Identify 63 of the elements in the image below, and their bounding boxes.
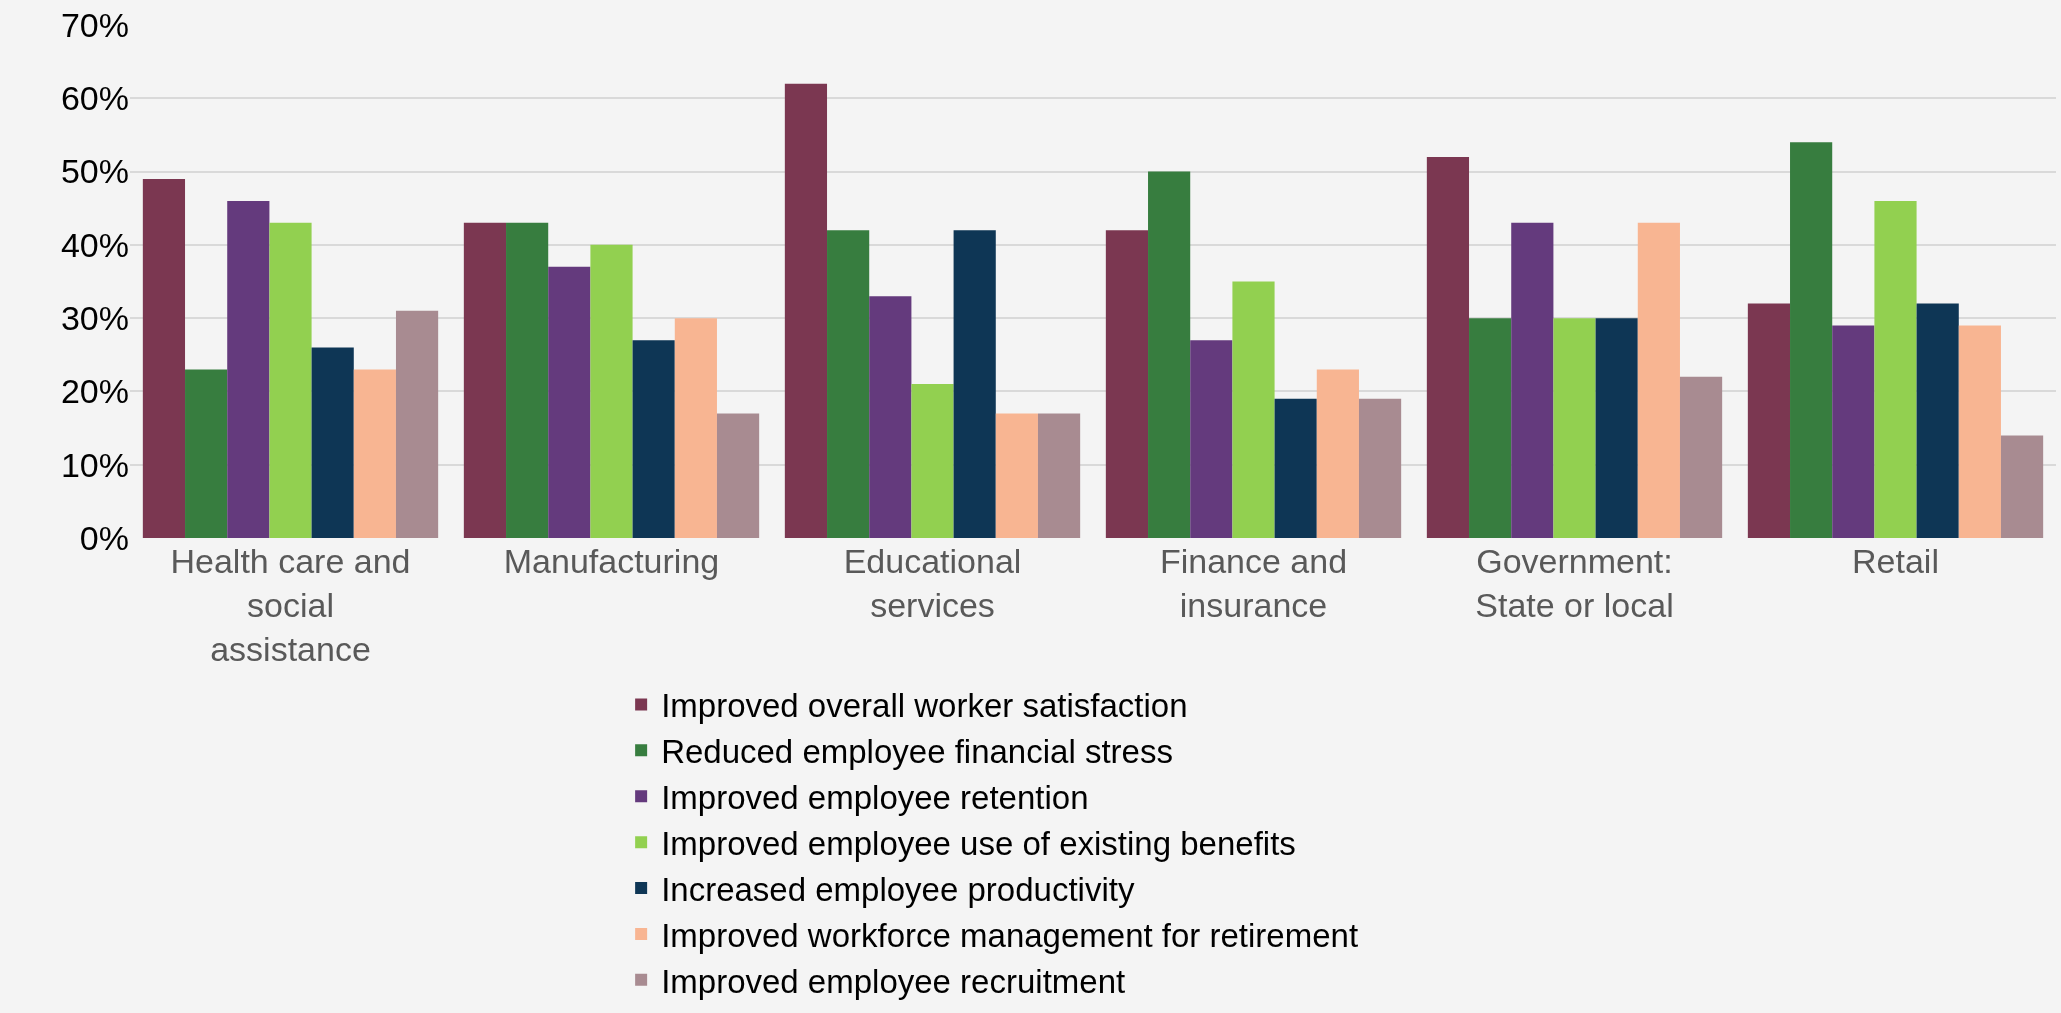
bar	[311, 347, 354, 538]
bar	[506, 222, 549, 538]
legend-label: Improved workforce management for retirement	[661, 916, 1359, 954]
bar	[911, 384, 954, 538]
bar	[227, 200, 270, 538]
bar	[548, 266, 591, 538]
bar	[674, 318, 717, 538]
y-tick-label: 50%	[60, 152, 129, 191]
bar	[1148, 171, 1191, 538]
bar	[1595, 318, 1638, 538]
bar	[1190, 340, 1233, 538]
bar	[632, 340, 675, 538]
bar	[1426, 156, 1470, 538]
x-tick-label: Government: State or local	[1475, 542, 1674, 625]
bar	[1832, 325, 1875, 538]
bar	[995, 413, 1038, 538]
bar	[395, 310, 439, 538]
bar	[353, 369, 396, 538]
bar	[269, 222, 312, 538]
legend-label: Improved employee retention	[661, 779, 1089, 817]
x-tick-label: Retail	[1852, 542, 1939, 580]
bar	[1511, 222, 1554, 538]
bar	[463, 222, 507, 538]
legend-label: Increased employee productivity	[661, 870, 1135, 908]
y-tick-label: 30%	[60, 299, 129, 338]
bar	[1958, 325, 2001, 538]
bar	[185, 369, 228, 538]
bar	[1037, 413, 1081, 538]
bar	[1358, 398, 1402, 538]
bar	[1874, 200, 1917, 538]
x-tick-label: Health care and social assistance	[170, 542, 411, 669]
y-tick-label: 10%	[60, 445, 129, 484]
bar	[1105, 230, 1149, 538]
bar	[953, 230, 996, 538]
bar	[1790, 142, 1833, 538]
bar	[1637, 222, 1680, 538]
bar	[716, 413, 760, 538]
bar	[1274, 398, 1317, 538]
y-tick-label: 0%	[79, 518, 129, 557]
x-tick-label: Educational services	[843, 542, 1022, 625]
bar	[590, 244, 633, 538]
bar	[1469, 318, 1512, 538]
bar	[2000, 435, 2044, 538]
bar	[1679, 376, 1723, 538]
legend-label: Improved overall worker satisfaction	[661, 687, 1188, 725]
bar	[1232, 281, 1275, 538]
bar	[1916, 303, 1959, 538]
legend-label: Reduced employee financial stress	[661, 733, 1173, 771]
bar	[1747, 303, 1791, 538]
y-tick-label: 20%	[60, 372, 129, 411]
legend-label: Improved employee recruitment	[661, 962, 1126, 1000]
y-tick-label: 70%	[60, 5, 129, 44]
bar	[869, 296, 912, 538]
bar	[827, 230, 870, 538]
bar	[784, 83, 828, 538]
y-tick-label: 40%	[60, 225, 129, 264]
bar	[1316, 369, 1359, 538]
legend-label: Improved employee use of existing benefits	[661, 825, 1296, 863]
bar	[142, 178, 186, 538]
y-tick-label: 60%	[60, 79, 129, 118]
x-tick-label: Manufacturing	[503, 542, 720, 580]
x-tick-label: Finance and insurance	[1159, 542, 1348, 625]
bar	[1553, 318, 1596, 538]
